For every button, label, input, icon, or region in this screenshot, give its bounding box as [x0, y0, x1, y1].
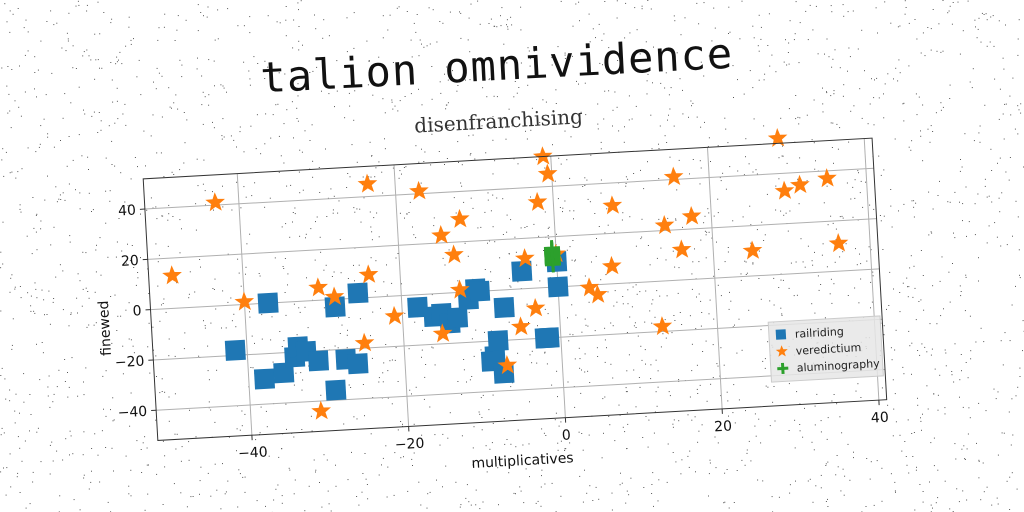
- veredictium-point: [527, 191, 548, 211]
- y-axis-label: finewed: [96, 300, 115, 356]
- veredictium-point: [767, 127, 788, 148]
- veredictium-point: [652, 316, 673, 336]
- y-tick-label: 20: [121, 253, 140, 270]
- veredictium-point: [532, 146, 553, 166]
- veredictium-point: [449, 208, 470, 228]
- railriding-point: [469, 280, 491, 302]
- veredictium-point: [742, 240, 763, 260]
- railriding-point: [307, 350, 330, 372]
- railriding-point: [511, 260, 533, 282]
- veredictium-point: [311, 400, 331, 420]
- railriding-point: [538, 327, 560, 349]
- railriding-point: [224, 339, 246, 361]
- legend-box: [767, 315, 884, 383]
- veredictium-point: [384, 305, 405, 325]
- y-grid-line: [147, 218, 877, 260]
- x-tick-label: 0: [561, 427, 571, 443]
- veredictium-point: [162, 265, 182, 285]
- veredictium-point: [817, 168, 837, 188]
- y-grid-line: [156, 369, 886, 411]
- legend-label-railriding: railriding: [795, 325, 845, 341]
- legend-marker-railriding: [775, 329, 787, 340]
- veredictium-point: [602, 195, 623, 215]
- veredictium-point: [828, 233, 849, 253]
- veredictium-point: [357, 173, 378, 193]
- data-points: [162, 127, 849, 420]
- veredictium-point: [354, 332, 375, 352]
- veredictium-point: [409, 180, 429, 200]
- veredictium-point: [537, 163, 558, 183]
- x-tick-label: −20: [394, 436, 424, 454]
- chart-title-area: talion omnividence: [259, 29, 734, 103]
- chart-subtitle: disenfranchising: [414, 104, 584, 137]
- veredictium-point: [444, 244, 464, 264]
- railriding-point: [325, 379, 347, 401]
- veredictium-point: [308, 277, 328, 297]
- veredictium-point: [205, 192, 225, 212]
- y-tick-label: 40: [118, 203, 137, 220]
- railriding-point: [257, 292, 279, 314]
- veredictium-point: [654, 215, 675, 235]
- legend-label-aluminography: aluminography: [796, 357, 880, 375]
- grid-lines: [144, 138, 886, 436]
- x-tick-label: 40: [871, 410, 890, 427]
- x-tick-label: 20: [714, 418, 733, 435]
- x-axis-label: multiplicatives: [471, 450, 574, 472]
- railriding-point: [447, 307, 469, 329]
- y-grid-line: [144, 167, 874, 210]
- aluminography-point: [543, 240, 561, 257]
- veredictium-point: [671, 239, 692, 259]
- y-grid-line: [153, 318, 883, 361]
- veredictium-point: [774, 180, 795, 200]
- veredictium-point: [681, 206, 702, 226]
- veredictium-point: [587, 284, 608, 304]
- railriding-point: [273, 362, 295, 384]
- veredictium-point: [432, 323, 453, 343]
- y-tick-label: −40: [117, 404, 147, 422]
- veredictium-point: [663, 166, 684, 186]
- railriding-point: [347, 282, 369, 304]
- veredictium-point: [525, 297, 546, 317]
- veredictium-point: [449, 279, 470, 299]
- veredictium-point: [790, 174, 810, 194]
- axis-ticks: −40 −20 0 20 40 −40 −20 0 20 40: [114, 203, 890, 462]
- veredictium-point: [324, 286, 345, 306]
- railriding-point: [547, 276, 569, 298]
- railriding-point: [324, 296, 346, 318]
- y-tick-label: −20: [114, 353, 144, 371]
- railriding-point: [347, 353, 369, 375]
- veredictium-point: [514, 248, 535, 268]
- veredictium-point: [431, 225, 451, 245]
- railriding-point: [493, 297, 515, 319]
- railriding-point: [253, 368, 276, 390]
- veredictium-point: [601, 255, 622, 275]
- x-tick-label: −40: [238, 444, 268, 462]
- legend-marker-aluminography: [777, 362, 789, 375]
- railriding-point: [407, 296, 429, 318]
- railriding-point: [487, 330, 509, 352]
- y-tick-label: 0: [132, 303, 142, 319]
- legend-marker-veredictium: [775, 345, 788, 357]
- veredictium-point: [497, 355, 518, 375]
- veredictium-point: [234, 291, 255, 311]
- veredictium-point: [358, 264, 379, 284]
- veredictium-point: [510, 316, 531, 336]
- legend-label-veredictium: veredictium: [795, 341, 861, 358]
